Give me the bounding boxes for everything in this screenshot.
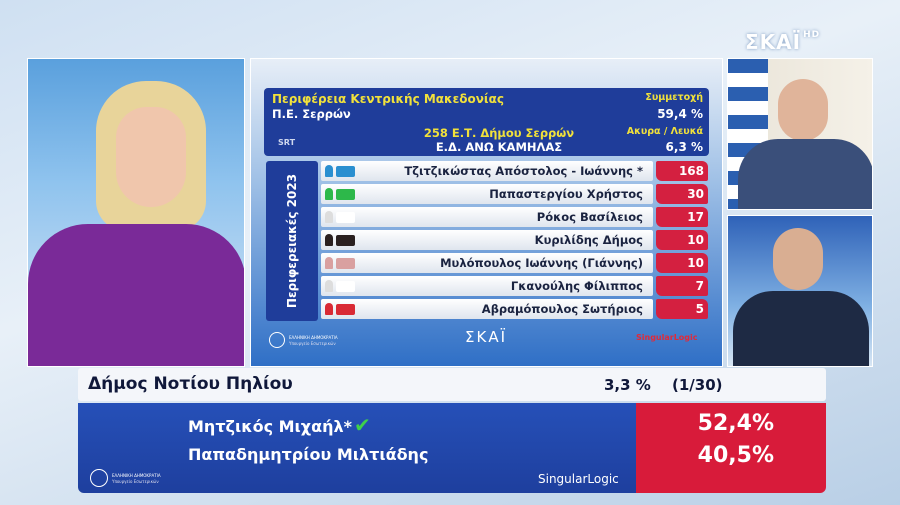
candidate-name: Αβραμόπουλος Σωτήριος xyxy=(321,299,653,319)
guest-head xyxy=(773,228,823,290)
invalid-value: 6,3 % xyxy=(665,140,703,154)
election-label: Περιφερειακές 2023 xyxy=(266,161,318,321)
stations-counted: (1/30) xyxy=(672,376,723,394)
party-color-icon xyxy=(325,188,355,200)
ministry-label: Υπουργείο Εσωτερικών xyxy=(289,341,336,346)
srt-logo: SRT xyxy=(278,138,296,147)
channel-footer-logo: ΣΚΑΪ xyxy=(465,328,507,346)
municipality-bar: Δήμος Νοτίου Πηλίου 3,3 % (1/30) xyxy=(78,368,826,401)
candidate-row: Γκανούλης Φίλιππος 7 xyxy=(321,276,709,296)
district-title: Ε.Δ. ΑΝΩ ΚΑΜΗΛΑΣ xyxy=(435,140,563,154)
candidate-row: Ρόκος Βασίλειος 17 xyxy=(321,207,709,227)
party-color-icon xyxy=(325,280,355,292)
candidate-name: Κυριλίδης Δήμος xyxy=(321,230,653,250)
candidate-votes: 7 xyxy=(656,276,708,296)
counted-percent: 3,3 % xyxy=(604,376,651,394)
ministry-label: Υπουργείο Εσωτερικών xyxy=(112,479,159,484)
candidates-area: Μητζικός Μιχαήλ* ✔ Παπαδημητρίου Μιλτιάδη… xyxy=(78,403,636,493)
party-color-icon xyxy=(325,165,355,177)
candidate-2-percent: 40,5% xyxy=(697,443,774,468)
election-label-text: Περιφερειακές 2023 xyxy=(285,173,299,309)
percent-area: 52,4% 40,5% xyxy=(636,403,826,493)
guest-video-bottom xyxy=(727,215,873,367)
unit-title: Π.Ε. Σερρών xyxy=(272,107,351,121)
candidate-1-name-text: Μητζικός Μιχαήλ* xyxy=(188,417,352,436)
station-title: 258 Ε.Τ. Δήμου Σερρών xyxy=(423,126,575,140)
party-color-icon xyxy=(325,303,355,315)
partner-logo: SingularLogic xyxy=(636,333,698,342)
candidate-row: Παπαστεργίου Χρήστος 30 xyxy=(321,184,709,204)
candidate-votes: 10 xyxy=(656,253,708,273)
municipality-title: Δήμος Νοτίου Πηλίου xyxy=(88,374,293,394)
party-color-icon xyxy=(325,257,355,269)
results-header: Περιφέρεια Κεντρικής Μακεδονίας Π.Ε. Σερ… xyxy=(264,88,709,156)
candidate-name: Τζιτζικώστας Απόστολος - Ιωάννης * xyxy=(321,161,653,181)
candidate-row: Αβραμόπουλος Σωτήριος 5 xyxy=(321,299,709,319)
gov-emblem-icon xyxy=(269,332,285,348)
candidate-row: Μυλόπουλος Ιωάννης (Γιάννης) 10 xyxy=(321,253,709,273)
gov-label: ΕΛΛΗΝΙΚΗ ΔΗΜΟΚΡΑΤΙΑ xyxy=(289,335,338,340)
region-title: Περιφέρεια Κεντρικής Μακεδονίας xyxy=(272,92,504,106)
results-graphic: Περιφέρεια Κεντρικής Μακεδονίας Π.Ε. Σερ… xyxy=(250,58,723,367)
candidate-row: Τζιτζικώστας Απόστολος - Ιωάννης * 168 xyxy=(321,161,709,181)
candidate-name-text: Ρόκος Βασίλειος xyxy=(536,210,643,224)
gov-emblem-icon xyxy=(90,469,108,487)
candidate-votes: 17 xyxy=(656,207,708,227)
candidate-name: Παπαστεργίου Χρήστος xyxy=(321,184,653,204)
gov-label: ΕΛΛΗΝΙΚΗ ΔΗΜΟΚΡΑΤΙΑ xyxy=(112,473,161,478)
presenter-face xyxy=(116,107,186,207)
candidate-votes: 5 xyxy=(656,299,708,319)
presenter-video xyxy=(27,58,245,367)
presenter-outfit xyxy=(28,224,244,366)
candidate-1-percent: 52,4% xyxy=(697,411,774,436)
checkmark-icon: ✔ xyxy=(353,413,371,437)
candidate-row: Κυριλίδης Δήμος 10 xyxy=(321,230,709,250)
partner-logo: SingularLogic xyxy=(538,472,619,486)
hd-badge: HD xyxy=(803,30,821,40)
candidate-name-text: Γκανούλης Φίλιππος xyxy=(510,279,643,293)
invalid-label: Ακυρα / Λευκά xyxy=(626,126,703,137)
candidate-name: Ρόκος Βασίλειος xyxy=(321,207,653,227)
turnout-label: Συμμετοχή xyxy=(645,92,703,103)
guest-head xyxy=(778,79,828,141)
candidate-votes: 30 xyxy=(656,184,708,204)
lower-third: Δήμος Νοτίου Πηλίου 3,3 % (1/30) Μητζικό… xyxy=(78,368,826,493)
candidate-name-text: Μυλόπουλος Ιωάννης (Γιάννης) xyxy=(440,256,643,270)
candidate-name: Γκανούλης Φίλιππος xyxy=(321,276,653,296)
channel-logo: ΣΚΑΪ HD xyxy=(745,30,820,54)
candidate-name-text: Τζιτζικώστας Απόστολος - Ιωάννης * xyxy=(404,164,643,178)
candidate-name-text: Κυριλίδης Δήμος xyxy=(534,233,643,247)
guest-suit xyxy=(738,139,872,209)
guest-video-top xyxy=(727,58,873,210)
candidate-votes: 168 xyxy=(656,161,708,181)
candidate-name: Μυλόπουλος Ιωάννης (Γιάννης) xyxy=(321,253,653,273)
logo-text: ΣΚΑΪ xyxy=(745,30,802,54)
candidate-2-name: Παπαδημητρίου Μιλτιάδης xyxy=(188,445,429,464)
party-color-icon xyxy=(325,211,355,223)
candidate-1-name: Μητζικός Μιχαήλ* ✔ xyxy=(188,413,371,437)
candidate-name-text: Αβραμόπουλος Σωτήριος xyxy=(481,302,643,316)
candidate-name-text: Παπαστεργίου Χρήστος xyxy=(489,187,643,201)
turnout-value: 59,4 % xyxy=(657,107,703,121)
candidate-votes: 10 xyxy=(656,230,708,250)
guest-suit xyxy=(733,291,869,366)
party-color-icon xyxy=(325,234,355,246)
